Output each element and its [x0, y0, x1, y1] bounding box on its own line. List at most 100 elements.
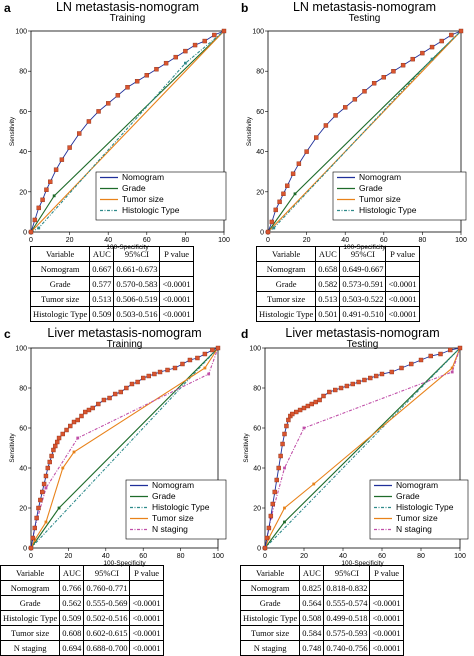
table-cell: 0.570-0.583: [113, 276, 161, 292]
table-cell: N staging: [239, 640, 301, 656]
nomogram-point: [79, 413, 84, 419]
table-cell: [159, 261, 194, 277]
nomogram-point: [278, 453, 283, 459]
nomogram-point: [183, 48, 188, 54]
table-cell: 0.502-0.516: [83, 610, 131, 626]
x-tick-label: 80: [177, 553, 185, 560]
table-cell: 0.766: [59, 580, 85, 596]
nomogram-point: [399, 365, 404, 371]
table-row: Histologic Type 0.509 0.503-0.516 <0.0001: [29, 306, 194, 322]
table-cell: 0.509: [59, 610, 85, 626]
nomogram-point: [352, 97, 358, 102]
chart-title: LN metastasis-nomogram: [293, 0, 436, 14]
series-line-n-staging: [264, 347, 461, 549]
legend-box: [332, 171, 467, 221]
table-header-cell: Variable: [255, 246, 317, 262]
table-row: Tumor size 0.513 0.503-0.522 <0.0001: [255, 291, 420, 307]
nomogram-point: [379, 371, 385, 377]
table-row: Tumor size 0.513 0.506-0.519 <0.0001: [29, 291, 194, 307]
nomogram-point: [165, 367, 170, 373]
table-cell: Tumor size: [239, 625, 301, 641]
table-cell: Histologic Type: [0, 610, 61, 626]
table-row: Nomogram 0.825 0.818-0.832: [239, 580, 404, 596]
x-tick-label: 0: [29, 237, 33, 244]
x-axis-label: 100-Specificity: [341, 560, 384, 567]
table-cell: Grade: [255, 276, 317, 292]
nomogram-point: [215, 345, 221, 351]
x-tick-label: 80: [182, 237, 190, 244]
table-cell: [129, 580, 164, 596]
nomogram-point: [154, 66, 159, 72]
table-cell: 0.555-0.569: [83, 595, 131, 611]
table-header-cell: 95%CI: [339, 246, 387, 262]
table-cell: <0.0001: [385, 276, 420, 292]
panel-label: d: [241, 327, 248, 341]
nomogram-point: [212, 32, 217, 38]
table-cell: Grade: [239, 595, 301, 611]
x-axis-label: 100-Specificity: [103, 560, 146, 567]
table-cell: <0.0001: [129, 595, 164, 611]
nomogram-point: [373, 373, 379, 379]
x-tick-label: 60: [378, 553, 386, 560]
nomogram-point: [101, 397, 107, 403]
table-cell: Tumor size: [255, 291, 317, 307]
x-tick-label: 0: [263, 553, 267, 560]
x-tick-label: 80: [417, 553, 425, 560]
nomogram-point: [410, 56, 415, 62]
y-tick-label: 80: [19, 386, 27, 393]
x-tick-label: 40: [341, 237, 349, 244]
table-row: Nomogram 0.658 0.649-0.667: [255, 261, 420, 277]
nomogram-point: [285, 183, 290, 188]
grade-point: [57, 506, 61, 510]
n-staging-point: [450, 370, 454, 374]
nomogram-point: [51, 447, 56, 453]
x-tick-label: 100: [212, 553, 224, 560]
legend-label: N staging: [152, 524, 188, 534]
plot-frame: [267, 30, 462, 233]
chart-panel-b: b LN metastasis-nomogram Testing 0 20 40 60 80 1…: [237, 0, 474, 326]
legend-label: Tumor size: [396, 513, 438, 523]
table-cell: [369, 580, 404, 596]
table-row: Tumor size 0.584 0.575-0.593 <0.0001: [239, 625, 404, 641]
nomogram-point: [53, 167, 59, 172]
table-header-row: Variable AUC 95%CI P value: [29, 246, 194, 262]
table-cell: 0.491-0.510: [339, 306, 387, 322]
table-cell: 0.661-0.673: [113, 261, 161, 277]
nomogram-point: [125, 85, 130, 90]
nomogram-point: [86, 407, 92, 413]
table-row: Grade 0.564 0.555-0.574 <0.0001: [239, 595, 404, 611]
nomogram-point: [180, 361, 185, 367]
table-cell: Nomogram: [29, 261, 91, 277]
nomogram-point: [268, 513, 274, 519]
nomogram-point: [38, 497, 43, 503]
nomogram-point: [124, 385, 129, 391]
table-row: N staging 0.694 0.688-0.700 <0.0001: [0, 640, 164, 656]
table-header-cell: P value: [369, 565, 404, 581]
y-tick-label: 80: [253, 386, 261, 393]
y-tick-label: 100: [249, 346, 261, 353]
legend-label: N staging: [396, 524, 432, 534]
nomogram-point: [356, 379, 361, 385]
table-header-cell: 95%CI: [83, 565, 131, 581]
table-cell: 0.573-0.591: [339, 276, 387, 292]
table-cell: 0.509: [89, 306, 115, 322]
panel-label: b: [241, 1, 248, 15]
tumor-size-point: [283, 506, 286, 510]
y-tick-label: 60: [19, 426, 27, 433]
table-header-row: Variable AUC 95%CI P value: [255, 246, 420, 262]
plot-frame: [30, 347, 219, 549]
y-axis-label: Sensitivity: [246, 116, 253, 146]
nomogram-point: [195, 355, 200, 361]
nomogram-point: [172, 365, 178, 371]
legend-label: Tumor size: [359, 194, 401, 204]
nomogram-point: [262, 545, 268, 551]
nomogram-point: [362, 377, 367, 383]
nomogram-point: [118, 389, 123, 395]
table-cell: 0.688-0.700: [83, 640, 131, 656]
chart-panel-c: c Liver metastasis-nomogram Training 0 20 40 6…: [0, 326, 237, 656]
nomogram-point: [362, 89, 367, 94]
table-cell: Tumor size: [0, 625, 61, 641]
table-cell: Nomogram: [255, 261, 317, 277]
nomogram-point: [157, 369, 163, 375]
